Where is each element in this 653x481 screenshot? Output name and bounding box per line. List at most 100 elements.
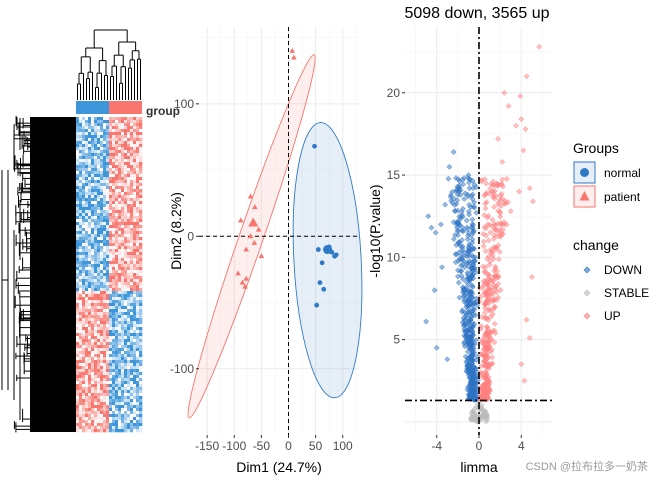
heatmap-cell: [97, 141, 101, 145]
heatmap-cell: [97, 138, 101, 142]
heatmap-cell: [76, 231, 80, 235]
volcano-point-up: [485, 253, 492, 260]
heatmap-cell: [136, 288, 140, 292]
heatmap-cell: [79, 369, 83, 373]
heatmap-cell: [139, 408, 143, 412]
heatmap-cell: [91, 141, 95, 145]
heatmap-cell: [124, 192, 128, 196]
heatmap-cell: [136, 117, 140, 121]
heatmap-cell: [79, 285, 83, 289]
heatmap-cell: [112, 183, 116, 187]
heatmap-cell: [106, 309, 110, 313]
heatmap-cell: [97, 117, 101, 121]
heatmap-cell: [103, 165, 107, 169]
heatmap-cell: [124, 417, 128, 421]
heatmap-cell: [124, 306, 128, 310]
heatmap-cell: [118, 276, 122, 280]
heatmap-cell: [97, 327, 101, 331]
heatmap-cell: [85, 372, 89, 376]
heatmap-cell: [127, 342, 131, 346]
heatmap-cell: [127, 177, 131, 181]
heatmap-cell: [136, 195, 140, 199]
heatmap-cell: [106, 375, 110, 379]
heatmap-cell: [124, 246, 128, 250]
heatmap-cell: [124, 144, 128, 148]
heatmap-cell: [130, 150, 134, 154]
heatmap-cell: [100, 354, 104, 358]
heatmap-cell: [118, 360, 122, 364]
heatmap-cell: [133, 366, 137, 370]
heatmap-cell: [130, 141, 134, 145]
heatmap-cell: [130, 399, 134, 403]
heatmap-cell: [136, 162, 140, 166]
volcano-point-up: [529, 198, 536, 205]
heatmap-cell: [85, 258, 89, 262]
annotation-label: group: [146, 104, 180, 118]
heatmap-cell: [136, 306, 140, 310]
heatmap-cell: [127, 357, 131, 361]
heatmap-cell: [79, 261, 83, 265]
heatmap-cell: [82, 324, 86, 328]
heatmap-cell: [112, 297, 116, 301]
heatmap-cell: [112, 390, 116, 394]
volcano-point-down: [464, 236, 471, 243]
heatmap-cell: [115, 405, 119, 409]
heatmap-cell: [139, 288, 143, 292]
heatmap-cell: [79, 237, 83, 241]
heatmap-cell: [91, 318, 95, 322]
heatmap-cell: [88, 426, 92, 430]
heatmap-cell: [94, 300, 98, 304]
heatmap-cell: [109, 231, 113, 235]
volcano-point-down: [467, 204, 474, 211]
heatmap-cell: [88, 195, 92, 199]
heatmap-cell: [100, 363, 104, 367]
heatmap-cell: [79, 228, 83, 232]
heatmap-cell: [118, 420, 122, 424]
heatmap-cell: [88, 339, 92, 343]
heatmap-cell: [103, 213, 107, 217]
heatmap-cell: [97, 285, 101, 289]
heatmap-cell: [88, 411, 92, 415]
heatmap-cell: [103, 261, 107, 265]
heatmap-cell: [133, 180, 137, 184]
heatmap-cell: [94, 222, 98, 226]
heatmap-cell: [82, 285, 86, 289]
volcano-point-down: [467, 354, 474, 361]
heatmap-cell: [112, 180, 116, 184]
heatmap-cell: [130, 273, 134, 277]
heatmap-cell: [133, 333, 137, 337]
heatmap-cell: [139, 162, 143, 166]
heatmap-cell: [91, 399, 95, 403]
heatmap-cell: [115, 378, 119, 382]
heatmap-cell: [139, 126, 143, 130]
heatmap-cell: [85, 414, 89, 418]
heatmap-cell: [121, 267, 125, 271]
heatmap-cell: [106, 258, 110, 262]
heatmap-cell: [79, 426, 83, 430]
heatmap-cell: [115, 219, 119, 223]
heatmap-cell: [100, 351, 104, 355]
heatmap-cell: [136, 201, 140, 205]
heatmap-cell: [97, 120, 101, 124]
heatmap-cell: [133, 174, 137, 178]
heatmap-cell: [139, 417, 143, 421]
heatmap-cell: [133, 165, 137, 169]
heatmap-cell: [136, 276, 140, 280]
heatmap-cell: [85, 150, 89, 154]
heatmap-cell: [103, 333, 107, 337]
heatmap-cell: [88, 168, 92, 172]
heatmap-cell: [91, 381, 95, 385]
heatmap-cell: [94, 156, 98, 160]
heatmap-cell: [124, 204, 128, 208]
heatmap-cell: [109, 426, 113, 430]
heatmap-cell: [103, 210, 107, 214]
heatmap-cell: [85, 351, 89, 355]
heatmap-cell: [97, 210, 101, 214]
heatmap-cell: [91, 342, 95, 346]
heatmap-cell: [76, 408, 80, 412]
heatmap-cell: [91, 180, 95, 184]
volcano-point-down: [437, 221, 444, 228]
heatmap-cell: [82, 144, 86, 148]
volcano-point-up: [521, 377, 528, 384]
heatmap-cell: [103, 387, 107, 391]
